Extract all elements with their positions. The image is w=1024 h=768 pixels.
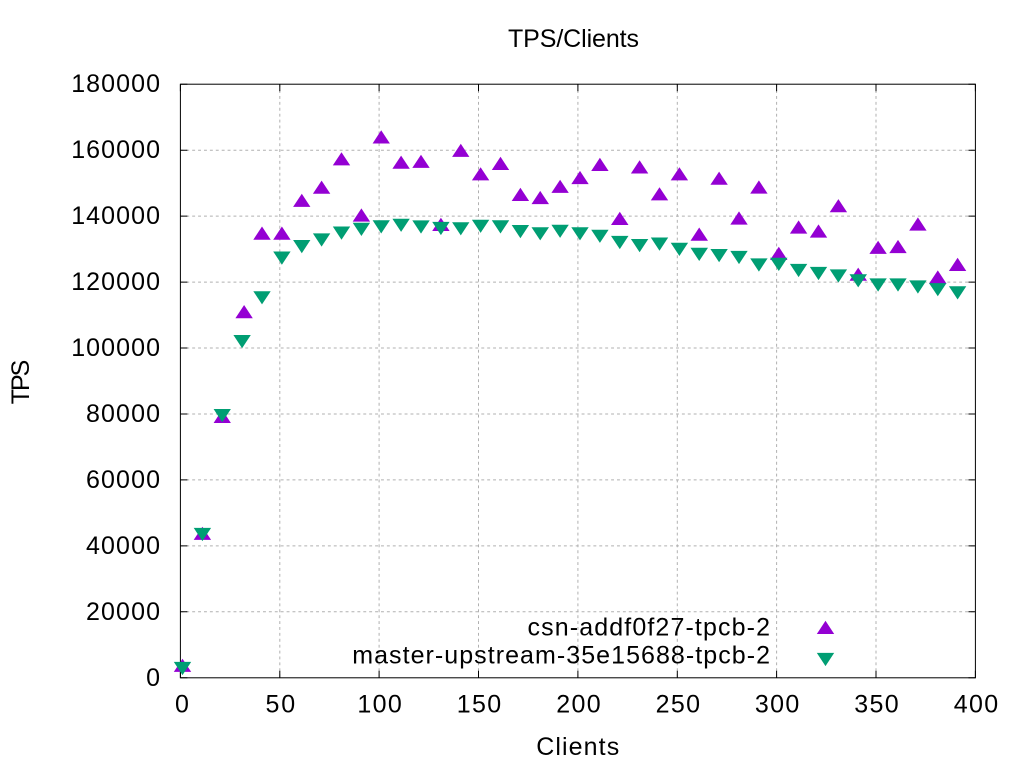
svg-text:350: 350: [854, 691, 898, 719]
svg-text:100000: 100000: [71, 334, 160, 362]
svg-text:0: 0: [146, 664, 160, 692]
svg-text:50: 50: [266, 691, 296, 719]
svg-text:160000: 160000: [71, 136, 160, 164]
svg-text:TPS/Clients: TPS/Clients: [508, 25, 639, 53]
svg-text:180000: 180000: [71, 70, 160, 98]
svg-text:400: 400: [954, 691, 998, 719]
svg-text:master-upstream-35e15688-tpcb-: master-upstream-35e15688-tpcb-2: [352, 641, 770, 669]
svg-text:TPS: TPS: [7, 360, 35, 405]
svg-text:100: 100: [357, 691, 401, 719]
svg-text:0: 0: [175, 691, 189, 719]
svg-text:csn-addf0f27-tpcb-2: csn-addf0f27-tpcb-2: [528, 614, 771, 642]
svg-text:Clients: Clients: [536, 733, 619, 761]
svg-text:250: 250: [656, 691, 700, 719]
svg-text:200: 200: [556, 691, 600, 719]
svg-text:140000: 140000: [71, 202, 160, 230]
svg-text:120000: 120000: [71, 268, 160, 296]
svg-text:60000: 60000: [86, 466, 160, 494]
svg-text:20000: 20000: [86, 598, 160, 626]
svg-text:40000: 40000: [86, 532, 160, 560]
svg-text:150: 150: [457, 691, 501, 719]
svg-text:80000: 80000: [86, 400, 160, 428]
svg-text:300: 300: [755, 691, 799, 719]
